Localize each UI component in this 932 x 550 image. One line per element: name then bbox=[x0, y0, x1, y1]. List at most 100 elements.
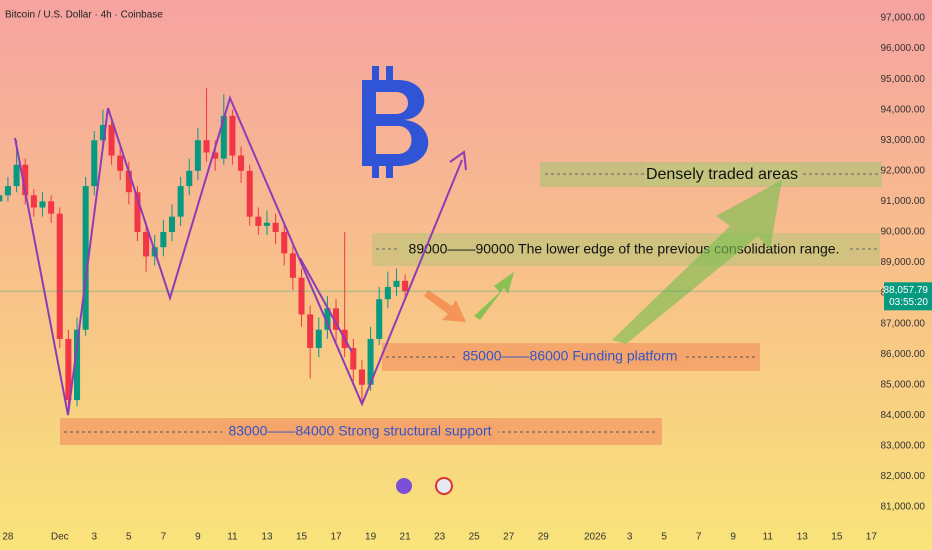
y-tick-label: 84,000.00 bbox=[881, 410, 926, 421]
candle-body bbox=[194, 140, 201, 171]
candle-body bbox=[238, 155, 245, 171]
x-tick-label: 15 bbox=[831, 532, 843, 543]
candle-body bbox=[168, 216, 176, 232]
y-tick-label: 89,000.00 bbox=[881, 257, 926, 268]
candle-body bbox=[246, 170, 253, 217]
green-arrow bbox=[612, 180, 782, 344]
candle-body bbox=[125, 170, 132, 193]
candle-body bbox=[13, 164, 20, 187]
x-tick-label: 7 bbox=[161, 532, 167, 543]
zigzag-line bbox=[14, 95, 463, 416]
x-tick-label: 29 bbox=[538, 532, 550, 543]
x-tick-label: 25 bbox=[469, 532, 481, 543]
x-tick-label: 5 bbox=[661, 532, 667, 543]
y-tick-label: 92,000.00 bbox=[881, 165, 926, 176]
label-bg bbox=[644, 164, 800, 185]
event-icon[interactable] bbox=[396, 478, 412, 494]
x-tick-label: 17 bbox=[330, 532, 342, 543]
candle-body bbox=[73, 329, 81, 401]
y-tick-label: 91,000.00 bbox=[881, 196, 926, 207]
y-tick-label: 86,000.00 bbox=[881, 349, 926, 360]
candle-body bbox=[307, 314, 314, 349]
candle-body bbox=[82, 186, 89, 330]
x-tick-label: 15 bbox=[296, 532, 308, 543]
candle-body bbox=[324, 308, 331, 330]
candle-body bbox=[108, 124, 115, 156]
y-tick-label: 97,000.00 bbox=[881, 13, 926, 24]
candle-body bbox=[99, 124, 106, 141]
plot-area bbox=[0, 88, 409, 416]
candle-body bbox=[203, 140, 210, 153]
candle-body bbox=[229, 115, 236, 156]
candle-body bbox=[255, 216, 262, 226]
x-tick-label: 19 bbox=[365, 532, 377, 543]
candle-body bbox=[56, 213, 63, 339]
y-tick-label: 81,000.00 bbox=[881, 502, 926, 513]
x-tick-label: 5 bbox=[126, 532, 132, 543]
last-price-label: 88,057.79 bbox=[884, 285, 929, 296]
countdown: 03:55:20 bbox=[889, 297, 928, 308]
annotation-dense: Densely traded areas bbox=[540, 162, 882, 187]
event-icon[interactable] bbox=[435, 477, 453, 495]
candle-body bbox=[91, 140, 98, 187]
candle-body bbox=[4, 186, 11, 196]
y-tick-label: 95,000.00 bbox=[881, 74, 926, 85]
x-tick-label: 3 bbox=[627, 532, 633, 543]
zigzag-line bbox=[299, 257, 353, 353]
y-tick-label: 85,000.00 bbox=[881, 379, 926, 390]
chart-title: Bitcoin / U.S. Dollar · 4h · Coinbase bbox=[5, 10, 163, 21]
x-tick-label: 11 bbox=[227, 532, 238, 543]
candle-body bbox=[48, 201, 55, 214]
candle-body bbox=[117, 155, 124, 171]
candle-body bbox=[30, 195, 37, 208]
last-price-tag bbox=[884, 282, 932, 311]
candle-body bbox=[177, 186, 184, 217]
candle-body bbox=[393, 280, 400, 287]
y-tick-label: 94,000.00 bbox=[881, 104, 926, 115]
candle-body bbox=[367, 338, 374, 385]
candle-body bbox=[220, 115, 227, 159]
x-tick-label: 11 bbox=[763, 532, 774, 543]
candle-body bbox=[0, 195, 3, 202]
candle-body bbox=[186, 170, 193, 187]
candle-body bbox=[333, 308, 340, 330]
bitcoin-logo bbox=[362, 66, 429, 178]
y-tick-label: 96,000.00 bbox=[881, 43, 926, 54]
annotation-text: 85000——86000 Funding platform bbox=[463, 348, 678, 364]
candle-body bbox=[289, 253, 296, 278]
candle-body bbox=[39, 201, 46, 208]
x-tick-label: 9 bbox=[195, 532, 201, 543]
annotation-support: 83000——84000 Strong structural support bbox=[60, 418, 662, 445]
y-tick-label: 82,000.00 bbox=[881, 471, 926, 482]
candle-body bbox=[65, 338, 72, 401]
x-tick-label: 9 bbox=[730, 532, 736, 543]
candle-body bbox=[22, 164, 29, 196]
candle-body bbox=[350, 348, 357, 370]
annotation-text: 89000——90000 The lower edge of the previ… bbox=[409, 241, 840, 257]
candle-body bbox=[263, 222, 270, 226]
candle-body bbox=[281, 231, 288, 254]
x-tick-label: 3 bbox=[92, 532, 98, 543]
orange-arrow bbox=[424, 290, 466, 322]
candle-body bbox=[358, 369, 365, 385]
y-tick-label: 93,000.00 bbox=[881, 135, 926, 146]
x-tick-label: 2026 bbox=[584, 532, 607, 543]
candle-body bbox=[134, 192, 141, 232]
label-bg bbox=[458, 348, 684, 366]
x-tick-label: 7 bbox=[696, 532, 702, 543]
candle-body bbox=[272, 222, 279, 232]
annotation-text: Densely traded areas bbox=[646, 166, 798, 183]
y-tick-label: 90,000.00 bbox=[881, 227, 926, 238]
x-tick-label: 21 bbox=[400, 532, 412, 543]
y-tick-label: 87,000.00 bbox=[881, 318, 926, 329]
candle-body bbox=[143, 231, 150, 257]
x-tick-label: Dec bbox=[51, 532, 69, 543]
candle-body bbox=[298, 277, 305, 315]
green-arrow bbox=[474, 272, 514, 320]
x-tick-label: 27 bbox=[503, 532, 515, 543]
candle-body bbox=[402, 280, 409, 292]
x-tick-label: 13 bbox=[261, 532, 273, 543]
y-tick-label: 83,000.00 bbox=[881, 441, 926, 452]
